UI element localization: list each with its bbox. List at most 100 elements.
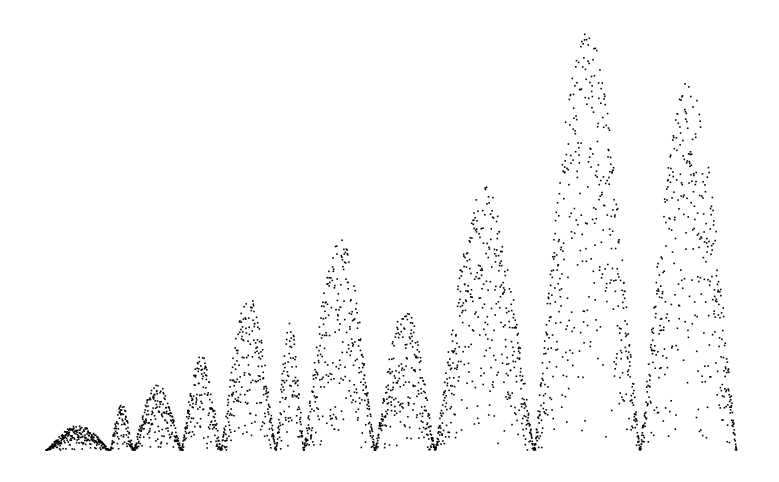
data-point [359, 338, 362, 340]
data-point [100, 445, 103, 447]
data-point [230, 371, 233, 374]
data-point [529, 430, 532, 432]
data-point [430, 425, 432, 428]
data-point [279, 424, 282, 427]
data-point [624, 346, 627, 349]
data-point [683, 277, 686, 280]
data-point [439, 431, 442, 434]
data-point [425, 427, 428, 430]
data-point [411, 322, 414, 324]
data-point [82, 442, 85, 444]
data-point [692, 228, 694, 231]
data-point [619, 279, 622, 282]
data-point [655, 353, 657, 356]
data-point [85, 436, 87, 439]
data-point [477, 264, 480, 267]
data-point [250, 434, 253, 437]
data-point [174, 435, 177, 438]
data-point [175, 434, 178, 437]
data-point [393, 414, 396, 416]
data-point [528, 425, 531, 427]
data-point [392, 381, 395, 384]
data-point [396, 444, 398, 447]
data-point [575, 115, 577, 117]
data-point [625, 393, 628, 396]
data-point [583, 342, 585, 344]
data-point [381, 413, 383, 416]
data-point [126, 445, 128, 448]
data-point [331, 424, 333, 427]
data-point [436, 441, 439, 444]
data-point [276, 438, 279, 440]
data-point [275, 448, 278, 451]
data-point [169, 412, 172, 414]
data-point [95, 441, 98, 443]
data-point [295, 365, 297, 368]
data-point [484, 321, 487, 324]
data-point [398, 365, 400, 367]
data-point [501, 362, 504, 364]
data-point [116, 435, 119, 438]
data-point [144, 420, 146, 423]
data-point [652, 332, 655, 334]
data-point [245, 327, 247, 330]
data-point [569, 349, 571, 352]
data-point [621, 301, 624, 304]
data-point [564, 160, 566, 162]
data-point [330, 277, 332, 279]
data-point [402, 318, 405, 320]
data-point [469, 293, 472, 296]
data-point [369, 435, 372, 437]
data-point [370, 423, 373, 426]
data-point [345, 278, 347, 280]
data-point [319, 344, 321, 347]
data-point [214, 434, 216, 437]
data-point [114, 430, 117, 433]
data-point [415, 416, 418, 419]
data-point [606, 112, 609, 115]
data-point [121, 423, 123, 426]
data-point [471, 380, 474, 383]
data-point [259, 401, 261, 404]
data-point [572, 128, 575, 130]
data-point [212, 410, 215, 413]
data-point [632, 383, 635, 385]
data-point [298, 408, 301, 410]
data-point [365, 385, 367, 388]
data-point [346, 249, 348, 251]
data-point [440, 443, 442, 445]
data-point [181, 446, 184, 448]
data-point [542, 407, 545, 410]
data-point [597, 82, 600, 84]
data-point [435, 444, 438, 446]
data-point [620, 339, 623, 341]
data-point [235, 400, 238, 402]
data-point [726, 424, 729, 426]
data-point [206, 442, 208, 445]
data-point [413, 402, 415, 405]
data-point [674, 216, 676, 219]
data-point [692, 172, 695, 175]
data-point [545, 331, 547, 334]
data-point [255, 402, 258, 405]
data-point [442, 440, 444, 442]
data-point [358, 397, 361, 399]
data-point [144, 409, 147, 411]
data-point [197, 368, 200, 370]
data-point [375, 445, 377, 448]
data-point [495, 302, 498, 305]
data-point [277, 426, 280, 429]
data-point [236, 378, 239, 381]
data-point [61, 434, 64, 436]
data-point [139, 436, 141, 439]
data-point [199, 406, 201, 408]
data-point [147, 409, 149, 412]
data-point [265, 390, 268, 392]
data-point [701, 375, 703, 378]
data-point [702, 256, 705, 259]
data-point [223, 427, 225, 430]
data-point [117, 414, 119, 416]
data-point [616, 207, 619, 210]
data-point [342, 265, 344, 268]
data-point [273, 435, 275, 438]
